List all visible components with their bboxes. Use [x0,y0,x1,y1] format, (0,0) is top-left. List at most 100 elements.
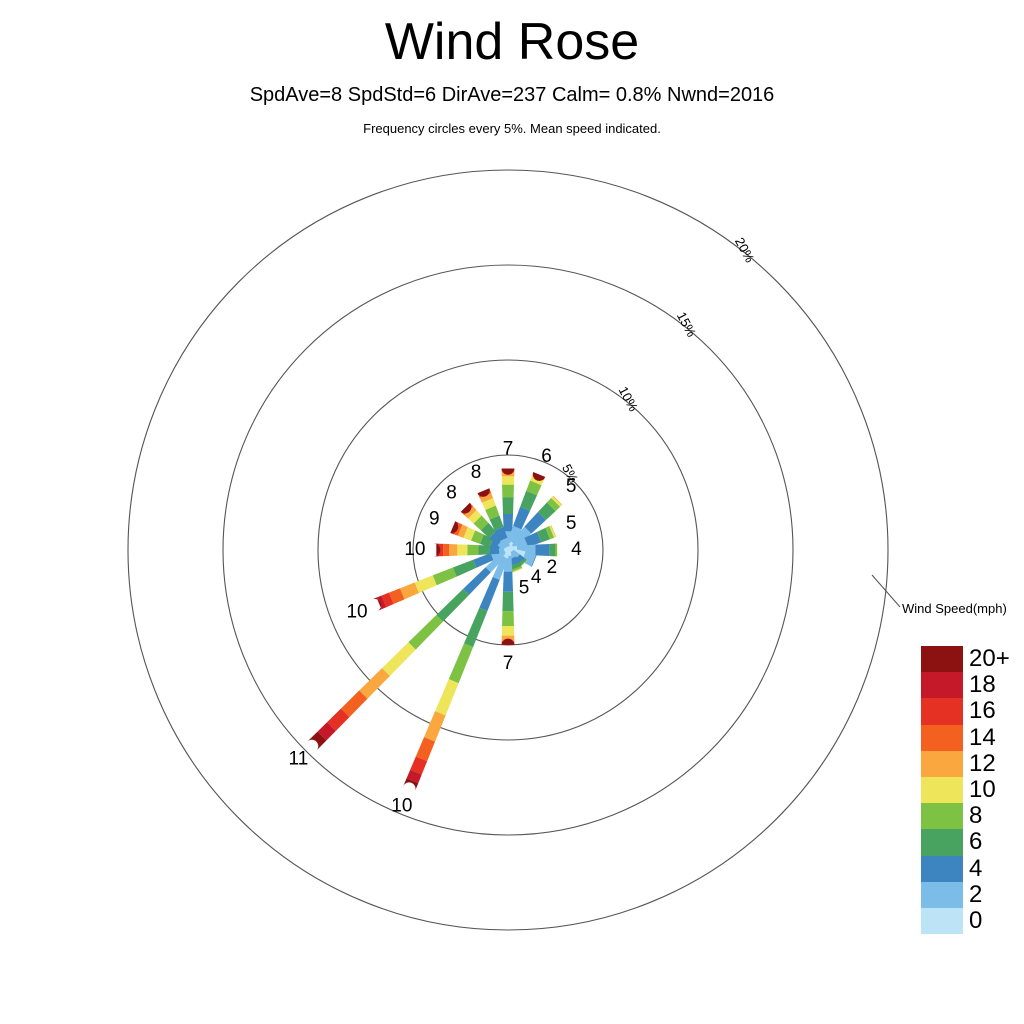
petal-mean-speed-label: 7 [503,653,514,674]
note-subtitle: Frequency circles every 5%. Mean speed i… [363,121,661,136]
petal-speed-segment [553,495,563,505]
wind-rose-petal [477,487,511,551]
petal-speed-segment [552,495,563,506]
petal-speed-segment [382,642,416,676]
petal-speed-segment [468,510,482,524]
petal-speed-segment [449,544,458,556]
petal-speed-segment [489,531,504,546]
legend-label: 4 [969,854,983,882]
petal-speed-segment [463,567,491,595]
petal-mean-speed-label: 10 [346,602,367,623]
legend-swatch [921,698,963,725]
legend-row: 0 [921,907,982,935]
petal-mean-speed-label: 10 [404,539,425,560]
legend-swatch [921,881,963,908]
legend-label: 6 [969,828,983,856]
petal-speed-segment [454,522,463,536]
petal-speed-segment [470,530,484,544]
petal-speed-segment [513,506,531,530]
petal-speed-segment [463,527,476,541]
petal-speed-segment [494,526,508,541]
petal-mean-speed-label: 5 [519,578,530,599]
petal-speed-segment [460,502,472,514]
petal-speed-segment [502,484,514,498]
petal-speed-segment [477,487,490,497]
legend-swatch [921,724,963,751]
petal-speed-segment [503,545,511,551]
petal-speed-segment [381,592,394,608]
petal-mean-speed-label: 6 [541,446,552,467]
petal-mean-speed-label: 11 [289,749,309,770]
ring-label: 10% [616,384,642,414]
petal-speed-segment [501,626,515,636]
petal-speed-segment [376,595,387,610]
petal-mean-speed-label: 8 [471,462,482,483]
petal-speed-segment [545,526,555,540]
legend-label: 16 [969,697,996,725]
petal-speed-segment [502,571,514,592]
petal-speed-segment [403,778,419,792]
petal-speed-segment [532,472,546,481]
speed-legend: 20+ 18 16 14 12 10 8 6 4 2 0 [921,645,1010,935]
frequency-ring [127,169,889,931]
petal-speed-segment [501,476,515,485]
petal-speed-segment [485,505,500,520]
petal-speed-segment [372,597,382,612]
petal-speed-segment [526,480,542,496]
petal-speed-segment [524,531,542,547]
petal-speed-segment [537,527,551,543]
petal-speed-segment [502,611,514,627]
petal-speed-segment [457,524,468,538]
page-title: Wind Rose [384,13,640,71]
petal-speed-segment [464,506,477,519]
legend-swatch [921,646,963,673]
legend-row: 12 [921,750,996,777]
petal-mean-speed-label: 7 [503,438,514,459]
petal-speed-segment [499,537,510,549]
petal-speed-segment [549,525,556,538]
petal-speed-segment [535,543,550,557]
petal-speed-segment [388,588,405,604]
petal-speed-segment [457,544,468,556]
petal-speed-segment [448,643,474,684]
petal-speed-segment [502,591,514,612]
legend-label: 8 [969,802,983,830]
legend-label: 10 [969,775,996,803]
legend-row: 6 [921,828,982,856]
frequency-ring [412,454,604,646]
legend-swatch [921,672,963,699]
petal-speed-segment [511,526,532,547]
wind-rose-petal [403,549,511,792]
legend-row: 10 [921,776,996,804]
legend-row: 20+ [921,645,1010,673]
petal-speed-segment [531,554,537,567]
petal-speed-segment [510,567,523,574]
legend-label: 20+ [969,645,1010,672]
wind-rose-petal [433,543,508,557]
petal-speed-segment [485,552,506,573]
legend-swatch [921,803,963,830]
petal-speed-segment [507,525,522,546]
wind-rose-petal [307,548,510,751]
petal-speed-segment [424,711,446,742]
petal-speed-segment [432,567,457,586]
petal-mean-speed-label: 4 [571,539,582,560]
legend-swatch [921,855,963,882]
petal-speed-segment [489,515,504,531]
legend-swatch [921,829,963,856]
petal-speed-segment [551,525,557,538]
petal-speed-segment [555,543,558,557]
legend-row: 18 [921,671,996,699]
petal-mean-speed-label: 10 [391,795,412,816]
legend-row: 8 [921,802,982,830]
petal-speed-segment [478,545,490,555]
legend-row: 14 [921,724,996,751]
legend-leader-line [871,574,901,608]
frequency-ring [317,359,699,741]
petal-speed-segment [531,554,537,567]
legend-label: 0 [969,906,983,934]
petal-speed-segment [439,543,444,557]
petal-mean-speed-label: 5 [566,476,577,497]
petal-speed-segment [492,556,508,580]
petal-speed-segment [502,497,514,515]
